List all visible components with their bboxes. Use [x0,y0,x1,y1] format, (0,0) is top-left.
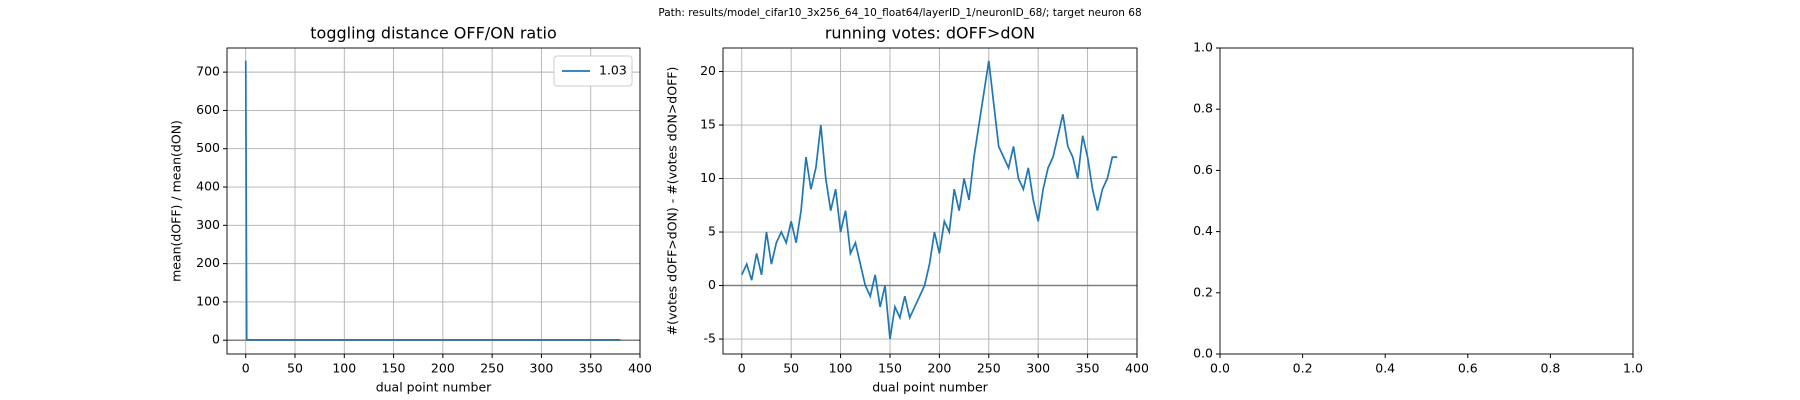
data-line [244,60,621,341]
x-tick-label: 0.4 [1375,361,1395,376]
x-tick-label: 300 [1026,361,1050,376]
x-axis-label: dual point number [872,380,988,395]
y-tick-label: 10 [700,170,716,185]
x-tick-label: 250 [977,361,1001,376]
y-tick-label: 0.8 [1193,101,1213,116]
y-tick-label: 15 [700,117,716,132]
x-tick-label: 400 [1125,361,1149,376]
axes-title: running votes: dOFF>dON [825,24,1035,43]
axes-title: toggling distance OFF/ON ratio [310,24,556,43]
y-tick-label: 0.6 [1193,162,1213,177]
x-axis-label: dual point number [376,380,492,395]
x-tick-label: 0.6 [1458,361,1478,376]
y-tick-label: 5 [708,224,716,239]
x-tick-label: 250 [480,361,504,376]
x-tick-label: 50 [783,361,799,376]
y-tick-label: 0.2 [1193,284,1213,299]
figure-title: Path: results/model_cifar10_3x256_64_10_… [658,7,1141,19]
legend-box [553,55,633,87]
axes-frame [226,47,641,355]
x-tick-label: 0.8 [1540,361,1560,376]
x-tick-label: 200 [431,361,455,376]
y-tick-label: 20 [700,63,716,78]
y-tick-label: 400 [196,179,220,194]
y-tick-label: 200 [196,255,220,270]
x-tick-label: 1.0 [1623,361,1643,376]
y-tick-label: 700 [196,64,220,79]
y-tick-label: 500 [196,140,220,155]
y-tick-label: 300 [196,217,220,232]
x-tick-label: 350 [579,361,603,376]
x-tick-label: 200 [927,361,951,376]
x-tick-label: 150 [382,361,406,376]
x-tick-label: 50 [287,361,303,376]
x-tick-label: 0.0 [1210,361,1230,376]
y-tick-label: -5 [704,331,716,346]
axes-frame [1219,47,1634,355]
x-tick-label: 300 [530,361,554,376]
x-tick-label: 150 [878,361,902,376]
y-tick-label: 0 [212,332,220,347]
y-tick-label: 0.0 [1193,346,1213,361]
legend-label: 1.03 [599,63,627,78]
y-tick-label: 0.4 [1193,223,1213,238]
x-tick-label: 0 [738,361,746,376]
x-tick-label: 400 [628,361,652,376]
x-tick-label: 0.2 [1293,361,1313,376]
y-axis-label: #(votes dOFF>dON) - #(votes dON>dOFF) [665,67,680,336]
x-tick-label: 100 [829,361,853,376]
axes-frame [722,47,1138,355]
y-tick-label: 600 [196,102,220,117]
x-tick-label: 350 [1076,361,1100,376]
x-tick-label: 100 [332,361,356,376]
y-axis-label: mean(dOFF) / mean(dON) [169,120,184,282]
data-line [741,60,1118,340]
x-tick-label: 0 [242,361,250,376]
y-tick-label: 1.0 [1193,40,1213,55]
y-tick-label: 0 [708,277,716,292]
y-tick-label: 100 [196,293,220,308]
